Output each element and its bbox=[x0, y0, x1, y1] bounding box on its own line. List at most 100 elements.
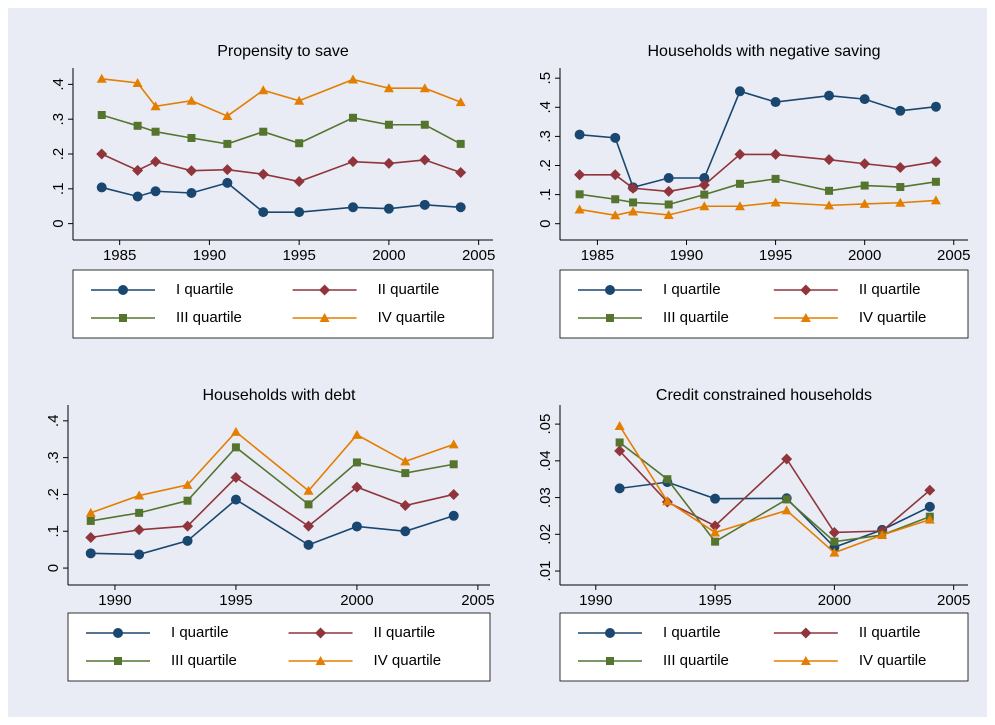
marker bbox=[223, 139, 232, 148]
marker bbox=[420, 120, 429, 129]
marker bbox=[85, 548, 96, 559]
marker bbox=[231, 443, 240, 452]
x-tick-label: 1995 bbox=[282, 247, 315, 264]
marker bbox=[627, 182, 639, 194]
x-tick-label: 2005 bbox=[462, 247, 495, 264]
marker bbox=[133, 524, 145, 536]
marker bbox=[895, 197, 906, 207]
y-tick-label: .5 bbox=[537, 72, 554, 85]
marker bbox=[574, 204, 585, 214]
marker bbox=[699, 173, 710, 184]
marker bbox=[924, 514, 935, 524]
x-tick-label: 1995 bbox=[759, 247, 792, 264]
marker bbox=[448, 439, 459, 449]
marker bbox=[182, 535, 193, 546]
marker bbox=[663, 173, 674, 184]
marker bbox=[183, 496, 192, 505]
y-tick-label: .03 bbox=[537, 487, 554, 508]
y-tick-label: .3 bbox=[50, 113, 67, 126]
marker bbox=[896, 183, 905, 192]
marker bbox=[734, 201, 745, 211]
y-tick-label: 0 bbox=[537, 220, 554, 228]
marker bbox=[400, 526, 411, 537]
marker bbox=[614, 483, 625, 494]
marker bbox=[611, 195, 620, 204]
legend-label: IV quartile bbox=[859, 652, 927, 669]
y-tick-label: 0 bbox=[50, 219, 67, 227]
marker bbox=[150, 101, 161, 111]
legend-label: I quartile bbox=[663, 624, 721, 641]
legend-label: IV quartile bbox=[374, 652, 442, 669]
y-tick-label: .1 bbox=[50, 183, 67, 196]
marker bbox=[383, 157, 395, 169]
marker bbox=[222, 111, 233, 121]
legend-marker bbox=[605, 628, 615, 638]
marker bbox=[419, 154, 431, 166]
y-tick-label: .4 bbox=[537, 101, 554, 114]
y-tick-label: .3 bbox=[537, 130, 554, 143]
x-tick-label: 1995 bbox=[219, 592, 252, 609]
marker bbox=[859, 158, 871, 170]
series-line bbox=[90, 498, 454, 556]
marker bbox=[182, 479, 193, 489]
marker bbox=[824, 90, 835, 101]
graph-region bbox=[8, 8, 987, 717]
marker bbox=[448, 510, 459, 521]
legend-marker bbox=[606, 657, 614, 665]
chart-title: Households with debt bbox=[203, 387, 357, 404]
marker bbox=[351, 429, 362, 439]
marker bbox=[97, 111, 106, 120]
y-tick-label: .3 bbox=[45, 451, 62, 464]
marker bbox=[186, 95, 197, 105]
marker bbox=[449, 460, 458, 469]
marker bbox=[735, 179, 744, 188]
marker bbox=[770, 97, 781, 108]
legend bbox=[559, 269, 969, 339]
x-tick-label: 2005 bbox=[461, 592, 494, 609]
series-line bbox=[90, 476, 454, 539]
marker bbox=[384, 120, 393, 129]
marker bbox=[132, 164, 144, 176]
legend-label: III quartile bbox=[171, 652, 237, 669]
marker bbox=[931, 177, 940, 186]
marker bbox=[303, 539, 314, 550]
marker bbox=[828, 526, 840, 538]
marker bbox=[419, 83, 430, 93]
y-tick-label: .1 bbox=[45, 525, 62, 538]
marker bbox=[664, 200, 673, 209]
marker bbox=[257, 168, 269, 180]
marker bbox=[455, 97, 466, 107]
marker bbox=[259, 127, 268, 136]
marker bbox=[383, 203, 394, 214]
marker bbox=[610, 132, 621, 143]
marker bbox=[448, 488, 460, 500]
legend-marker bbox=[800, 313, 811, 322]
marker bbox=[294, 95, 305, 105]
x-tick-label: 1990 bbox=[193, 247, 226, 264]
legend-label: I quartile bbox=[176, 281, 234, 298]
marker bbox=[734, 148, 746, 160]
y-tick-label: .01 bbox=[537, 561, 554, 582]
marker bbox=[186, 187, 197, 198]
x-tick-label: 1990 bbox=[579, 592, 612, 609]
marker bbox=[85, 532, 97, 544]
legend-marker bbox=[315, 627, 327, 639]
marker bbox=[134, 490, 145, 500]
marker bbox=[351, 521, 362, 532]
marker bbox=[258, 207, 269, 218]
marker bbox=[455, 166, 467, 178]
marker bbox=[830, 537, 839, 546]
marker bbox=[825, 186, 834, 195]
marker bbox=[85, 507, 96, 517]
marker bbox=[258, 85, 269, 95]
marker bbox=[347, 156, 359, 168]
marker bbox=[230, 472, 242, 484]
marker bbox=[663, 475, 672, 484]
marker bbox=[574, 129, 585, 140]
marker bbox=[709, 520, 721, 532]
marker bbox=[96, 148, 108, 160]
legend bbox=[67, 612, 491, 682]
marker bbox=[400, 456, 411, 466]
marker bbox=[829, 547, 840, 557]
y-tick-label: .2 bbox=[45, 488, 62, 501]
